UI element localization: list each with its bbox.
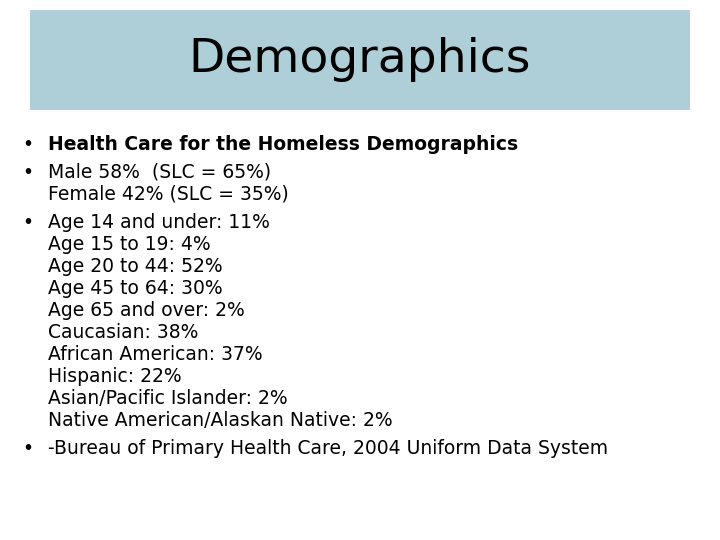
Text: •: • bbox=[22, 163, 34, 182]
Text: Age 15 to 19: 4%: Age 15 to 19: 4% bbox=[48, 235, 211, 254]
Text: Female 42% (SLC = 35%): Female 42% (SLC = 35%) bbox=[48, 185, 289, 204]
Text: •: • bbox=[22, 439, 34, 458]
Text: Age 45 to 64: 30%: Age 45 to 64: 30% bbox=[48, 279, 222, 298]
Text: Caucasian: 38%: Caucasian: 38% bbox=[48, 323, 199, 342]
Text: Age 20 to 44: 52%: Age 20 to 44: 52% bbox=[48, 257, 222, 276]
Text: Male 58%  (SLC = 65%): Male 58% (SLC = 65%) bbox=[48, 163, 271, 182]
Bar bbox=[30, 10, 690, 110]
Text: Age 14 and under: 11%: Age 14 and under: 11% bbox=[48, 213, 270, 232]
Text: African American: 37%: African American: 37% bbox=[48, 345, 263, 364]
Text: Asian/Pacific Islander: 2%: Asian/Pacific Islander: 2% bbox=[48, 389, 287, 408]
Text: -Bureau of Primary Health Care, 2004 Uniform Data System: -Bureau of Primary Health Care, 2004 Uni… bbox=[48, 439, 608, 458]
Text: Age 65 and over: 2%: Age 65 and over: 2% bbox=[48, 301, 245, 320]
Text: Native American/Alaskan Native: 2%: Native American/Alaskan Native: 2% bbox=[48, 411, 392, 430]
Text: •: • bbox=[22, 213, 34, 232]
Text: Hispanic: 22%: Hispanic: 22% bbox=[48, 367, 181, 386]
Text: •: • bbox=[22, 135, 34, 154]
Text: Demographics: Demographics bbox=[189, 37, 531, 83]
Text: Health Care for the Homeless Demographics: Health Care for the Homeless Demographic… bbox=[48, 135, 518, 154]
